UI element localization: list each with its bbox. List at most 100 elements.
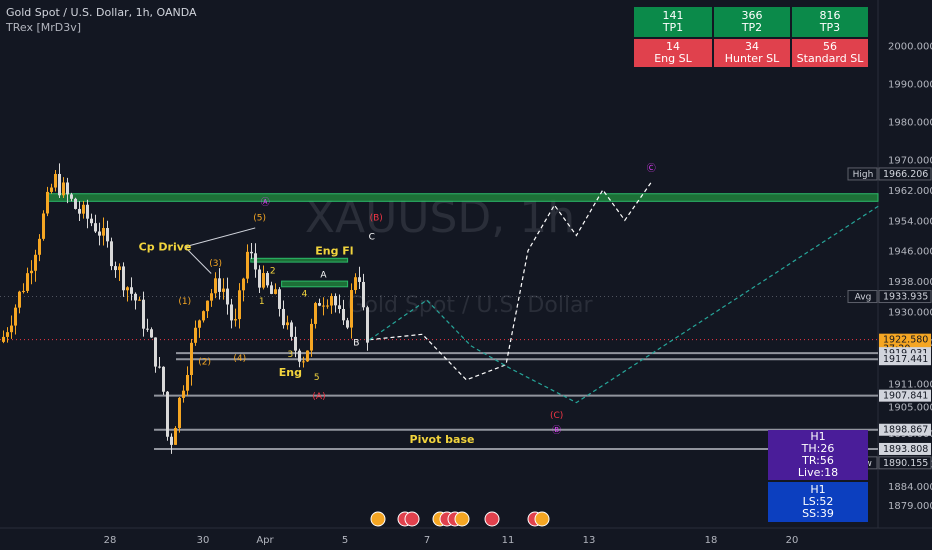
- cp-drive-line: [184, 227, 256, 248]
- eng-sl-value: 14: [666, 40, 680, 53]
- y-tick-label: 1990.000: [888, 80, 932, 91]
- wave-label: (A): [312, 392, 325, 402]
- candle-body: [182, 390, 185, 398]
- y-tick-label: 2000.000: [888, 42, 932, 53]
- candle-body: [62, 182, 65, 196]
- y-tick-label: 1884.000: [888, 482, 932, 493]
- price-tag-name-box: [847, 290, 878, 304]
- wave-label: Ⓐ: [261, 197, 270, 208]
- candle-body: [106, 228, 109, 242]
- standard-sl-cell: 56 Standard SL: [792, 39, 868, 67]
- candle-body: [270, 285, 273, 294]
- price-tag-value: 1907.841: [883, 391, 928, 402]
- x-tick-label: 28: [104, 535, 117, 546]
- x-tick-label: 13: [583, 535, 596, 546]
- candle-body: [242, 278, 245, 291]
- economic-event-icon: [404, 511, 420, 527]
- candle-body: [234, 319, 237, 321]
- x-tick-label: 11: [502, 535, 515, 546]
- tp3-cell: 816 TP3: [792, 7, 868, 37]
- wave-label: 4: [302, 289, 308, 299]
- candle-body: [226, 288, 229, 305]
- candle-body: [158, 366, 161, 368]
- hunter-sl-label: Hunter SL: [724, 52, 780, 65]
- candle-body: [134, 293, 137, 301]
- candle-body: [258, 269, 261, 288]
- candle-body: [266, 273, 269, 286]
- candle-body: [358, 277, 361, 282]
- candle-body: [130, 287, 133, 294]
- candle-body: [262, 273, 265, 288]
- candle-body: [118, 266, 121, 271]
- h1-live: Live:18: [797, 466, 839, 479]
- candle-body: [142, 299, 145, 329]
- candle-body: [322, 305, 325, 307]
- candle-body: [74, 198, 77, 209]
- candle-body: [90, 218, 93, 224]
- price-tag-value: 1966.206: [883, 169, 928, 180]
- candle-body: [58, 173, 61, 196]
- price-tag: [878, 290, 932, 304]
- candle-body: [78, 208, 81, 214]
- y-tick-label: 1962.000: [888, 186, 932, 197]
- price-tag-value: 1917.441: [883, 354, 928, 365]
- projection-path-white: [369, 181, 652, 381]
- candle-body: [34, 254, 37, 271]
- y-tick-label: 1930.000: [888, 307, 932, 318]
- standard-sl-value: 56: [823, 40, 837, 53]
- price-tag: [879, 442, 931, 455]
- price-tag-name: Avg: [855, 293, 872, 303]
- candle-body: [206, 300, 209, 312]
- candle-body: [350, 290, 353, 328]
- y-tick-label: 1879.000: [888, 501, 932, 512]
- economic-event-icon: [534, 511, 550, 527]
- green-zone: [281, 280, 349, 288]
- wave-label: 1: [259, 297, 265, 307]
- price-tag: [878, 167, 932, 181]
- x-tick-label: 7: [424, 535, 430, 546]
- candle-body: [230, 304, 233, 321]
- candle-body: [102, 228, 105, 236]
- pattern-label: Eng Fl: [315, 245, 353, 258]
- wave-label: (B): [370, 213, 383, 223]
- pattern-label: Eng: [279, 366, 302, 379]
- candle-body: [18, 291, 21, 308]
- x-tick-label: 18: [705, 535, 718, 546]
- wave-label: Ⓑ: [552, 425, 561, 436]
- tp2-cell: 366 TP2: [714, 7, 790, 37]
- price-tag-name: High: [853, 170, 874, 180]
- wave-label: (C): [550, 411, 563, 421]
- candle-body: [190, 342, 193, 376]
- y-tick-label: 1911.000: [888, 380, 932, 391]
- cp-drive-line: [184, 246, 212, 274]
- candle-body: [146, 328, 149, 330]
- candle-body: [98, 231, 101, 236]
- green-zone: [250, 257, 349, 263]
- pivot-base-label: Pivot base: [410, 433, 475, 446]
- x-tick-label: 20: [786, 535, 799, 546]
- candle-body: [306, 350, 309, 362]
- candle-body: [22, 290, 25, 292]
- candle-body: [218, 278, 221, 292]
- wave-label: (2): [198, 358, 211, 368]
- wave-label: C: [369, 232, 375, 242]
- candle-body: [82, 204, 85, 214]
- price-tag-name-box: [847, 167, 878, 181]
- h1-tr: TR:56: [802, 454, 834, 467]
- candle-body: [362, 281, 365, 308]
- candle-body: [286, 322, 289, 326]
- wave-label: B: [353, 339, 359, 349]
- tp2-value: 366: [741, 9, 763, 22]
- candle-body: [178, 397, 181, 429]
- tp1-value: 141: [662, 9, 684, 22]
- candle-body: [294, 336, 297, 351]
- price-tag: [878, 456, 932, 470]
- candle-body: [330, 296, 333, 306]
- watermark-name: Gold Spot / U.S. Dollar: [347, 293, 593, 318]
- candle-body: [246, 251, 249, 279]
- y-tick-label: 1938.000: [888, 277, 932, 288]
- candle-body: [214, 278, 217, 294]
- candle-body: [254, 253, 257, 270]
- candle-body: [6, 332, 9, 337]
